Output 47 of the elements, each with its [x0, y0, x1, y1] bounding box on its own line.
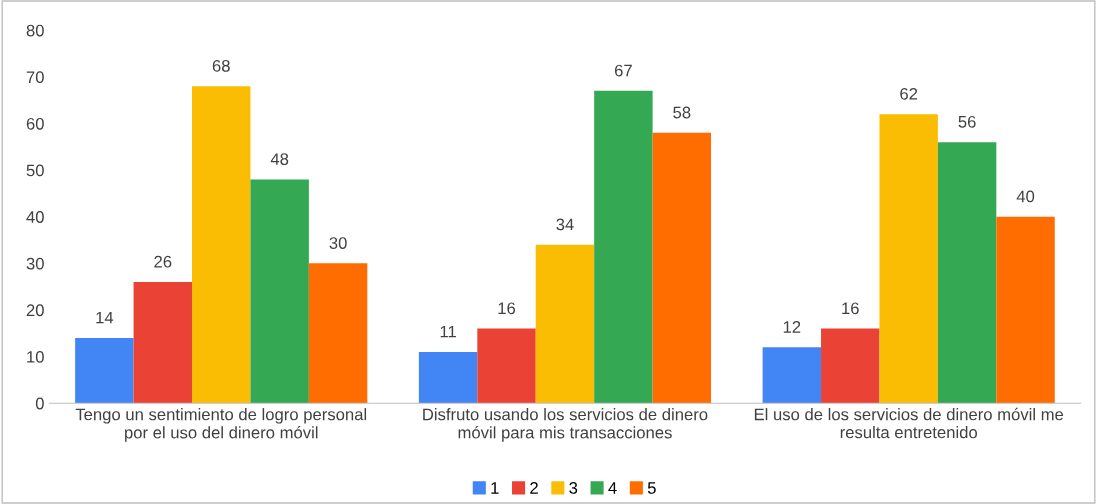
data-label: 58 — [673, 106, 691, 119]
data-label: 68 — [212, 59, 230, 72]
data-label: 16 — [842, 302, 859, 315]
legend-label: 5 — [647, 482, 656, 494]
y-tick-label: 80 — [26, 24, 44, 37]
y-tick-label: 40 — [26, 211, 44, 223]
data-label: 26 — [154, 255, 172, 268]
data-label: 56 — [958, 115, 976, 128]
data-label: 12 — [783, 321, 801, 333]
data-label: 48 — [270, 153, 289, 166]
bar — [594, 90, 653, 404]
y-tick-label: 60 — [26, 117, 44, 130]
data-label: 62 — [900, 87, 918, 100]
bar — [535, 244, 595, 404]
bar — [477, 328, 536, 404]
legend-label: 1 — [491, 482, 499, 494]
bar — [308, 263, 368, 404]
y-tick-label: 0 — [35, 397, 44, 410]
bar — [133, 281, 193, 404]
data-label: 11 — [440, 325, 456, 338]
bar — [652, 132, 712, 404]
legend-label: 3 — [569, 482, 578, 494]
y-tick-label: 70 — [26, 71, 44, 84]
bar — [879, 114, 938, 404]
legend-label: 2 — [530, 482, 538, 494]
data-label: 34 — [556, 218, 574, 231]
bar — [996, 216, 1055, 404]
y-tick-label: 10 — [27, 350, 44, 363]
x-tick-label: Disfruto usando los servicios de dinero móvil para mis transacciones — [423, 408, 708, 442]
x-tick-label: Tengo un sentimiento de logro personal por el uso del dinero móvil — [75, 408, 367, 442]
data-label: 14 — [96, 311, 114, 324]
bar — [192, 86, 251, 404]
y-tick-label: 20 — [26, 304, 44, 317]
data-label: 30 — [329, 237, 347, 249]
data-label: 40 — [1016, 190, 1035, 203]
bar — [937, 142, 997, 404]
data-label: 67 — [614, 64, 632, 77]
bar — [821, 328, 880, 404]
bar — [75, 337, 134, 404]
bar — [418, 351, 478, 404]
bar — [250, 179, 309, 404]
x-tick-label: El uso de los servicios de dinero móvil me resulta entretenido — [754, 407, 1064, 439]
y-tick-label: 50 — [26, 164, 44, 177]
data-label: 16 — [498, 302, 516, 315]
y-tick-label: 30 — [26, 257, 44, 270]
legend-label: 4 — [608, 482, 617, 494]
bar — [762, 347, 822, 404]
